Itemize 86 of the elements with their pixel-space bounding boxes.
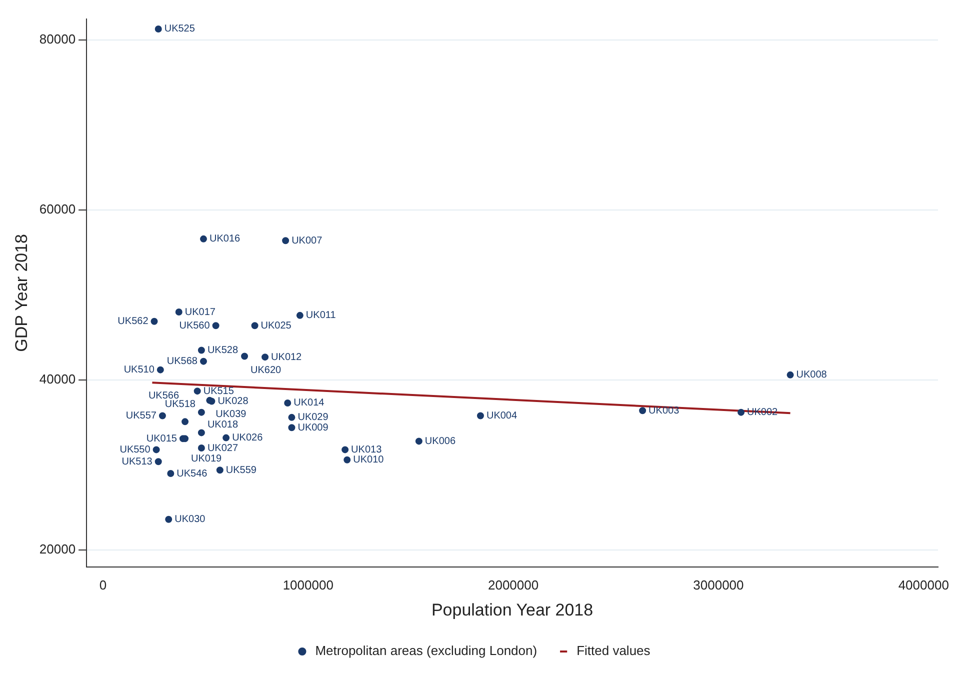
point [251, 322, 258, 330]
y-tick-label: 40000 [39, 372, 76, 387]
x-tick-label: 0 [99, 577, 107, 592]
point [154, 458, 162, 466]
data-label: UK027 [207, 442, 238, 454]
y-tick-label: 60000 [39, 202, 76, 217]
point [175, 308, 182, 316]
point [156, 366, 164, 374]
point [212, 322, 220, 330]
point [200, 235, 207, 242]
data-label: UK518 [164, 399, 196, 410]
point [738, 408, 745, 416]
data-label: UK013 [351, 444, 382, 456]
point [284, 399, 292, 406]
point [296, 312, 304, 319]
data-label: UK008 [796, 370, 828, 381]
y-axis-title: GDP Year 2018 [12, 234, 31, 352]
data-label: UK006 [424, 436, 456, 447]
data-label: UK007 [292, 235, 323, 246]
point [198, 429, 205, 436]
data-label: UK014 [294, 398, 325, 409]
data-label: UK011 [306, 310, 336, 322]
data-label: UK559 [226, 464, 257, 476]
data-label: UK568 [166, 356, 198, 368]
data-label: UK028 [218, 396, 249, 408]
point [167, 470, 174, 478]
data-label: UK009 [298, 422, 329, 434]
data-label: UK029 [298, 412, 329, 424]
legend-label: Fitted values [576, 643, 651, 658]
data-label: UK525 [164, 24, 196, 35]
data-label: UK528 [207, 345, 238, 356]
data-label: UK015 [146, 433, 178, 444]
point [182, 418, 189, 426]
data-label: UK620 [250, 364, 282, 376]
x-tick-label: 1000000 [282, 577, 334, 592]
data-label: UK025 [260, 320, 292, 332]
data-label: UK515 [203, 386, 234, 397]
data-label: UK017 [184, 306, 216, 318]
data-label: UK562 [118, 316, 149, 328]
data-label: UK012 [271, 352, 302, 363]
data-label: UK039 [216, 409, 247, 420]
point [415, 438, 422, 445]
point [639, 407, 646, 414]
data-label: UK003 [648, 405, 680, 416]
point [158, 412, 166, 420]
data-label: UK018 [207, 419, 238, 430]
point [344, 456, 351, 464]
point [165, 516, 172, 523]
data-label: UK513 [122, 456, 153, 468]
point [288, 414, 296, 421]
point [152, 446, 160, 454]
x-axis-title: Population Year 2018 [431, 600, 594, 620]
point [200, 358, 207, 365]
data-label: UK026 [232, 432, 264, 444]
point [150, 318, 158, 325]
x-tick-label: 2000000 [488, 577, 539, 592]
data-label: UK550 [120, 444, 151, 456]
data-label: UK566 [148, 390, 180, 402]
point [241, 352, 248, 360]
x-tick-label: 3000000 [693, 577, 744, 592]
data-label: UK019 [191, 453, 222, 464]
data-label: UK016 [209, 234, 241, 245]
y-tick-label: 20000 [39, 542, 76, 557]
point [786, 371, 794, 378]
point [342, 446, 349, 454]
point [198, 444, 205, 452]
point [194, 388, 201, 395]
point [198, 408, 205, 416]
x-tick-label: 4000000 [898, 577, 949, 592]
legend-label: Metropolitan areas (excluding London) [315, 643, 538, 658]
point [154, 26, 162, 32]
data-label: UK557 [126, 410, 157, 422]
point [288, 424, 296, 432]
point [222, 434, 230, 442]
point [476, 412, 484, 420]
data-label: UK510 [124, 364, 155, 376]
data-label: UK010 [353, 454, 384, 466]
data-label: UK030 [174, 514, 206, 526]
point [262, 354, 269, 361]
y-tick-label: 80000 [39, 32, 76, 47]
point [282, 237, 290, 244]
data-label: UK004 [486, 410, 518, 422]
data-label: UK560 [179, 320, 210, 332]
point [198, 346, 205, 354]
point [216, 466, 224, 474]
data-label: UK546 [176, 468, 208, 480]
